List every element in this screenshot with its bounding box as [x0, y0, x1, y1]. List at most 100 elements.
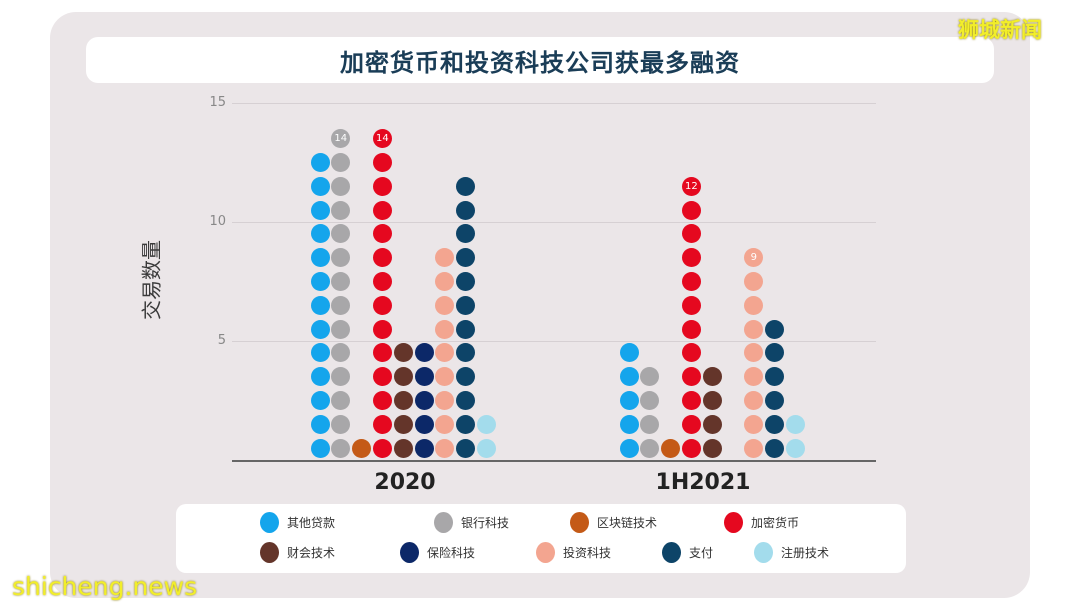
data-dot — [744, 438, 764, 458]
data-dot — [393, 390, 413, 410]
data-dot — [785, 414, 805, 434]
data-dot — [619, 367, 639, 387]
value-label: 14 — [334, 133, 348, 145]
x-axis — [232, 460, 876, 462]
data-dot — [435, 343, 455, 363]
data-dot — [331, 343, 351, 363]
gridline — [232, 222, 876, 223]
title-box: 加密货币和投资科技公司获最多融资 — [86, 37, 994, 83]
data-dot — [456, 438, 476, 458]
data-dot — [456, 319, 476, 339]
data-dot — [681, 319, 701, 339]
data-dot — [372, 200, 392, 220]
data-dot — [372, 414, 392, 434]
legend-item: 注册技术 — [754, 542, 829, 563]
data-dot — [310, 438, 330, 458]
data-dot — [435, 319, 455, 339]
data-dot — [352, 438, 372, 458]
data-dot — [331, 152, 351, 172]
data-dot — [744, 295, 764, 315]
data-dot — [619, 390, 639, 410]
legend-label: 投资科技 — [563, 546, 612, 560]
data-dot — [372, 390, 392, 410]
data-dot — [619, 414, 639, 434]
data-dot — [331, 248, 351, 268]
data-dot — [331, 224, 351, 244]
x-category-1h2021: 1H2021 — [655, 470, 751, 495]
data-dot — [785, 438, 805, 458]
data-dot: 14 — [372, 129, 392, 149]
legend-label: 保险科技 — [427, 546, 476, 560]
data-dot — [744, 319, 764, 339]
data-dot — [372, 295, 392, 315]
data-dot — [310, 176, 330, 196]
data-dot — [681, 390, 701, 410]
data-dot — [702, 438, 722, 458]
data-dot — [681, 414, 701, 434]
data-dot — [310, 414, 330, 434]
legend-item: 财会技术 — [260, 542, 335, 563]
data-dot — [456, 295, 476, 315]
data-dot — [393, 367, 413, 387]
data-dot — [372, 367, 392, 387]
data-dot: 9 — [744, 248, 764, 268]
data-dot — [765, 414, 785, 434]
data-dot — [456, 390, 476, 410]
data-dot — [744, 271, 764, 291]
data-dot — [619, 343, 639, 363]
data-dot — [310, 319, 330, 339]
gridline — [232, 103, 876, 104]
data-dot: 12 — [681, 176, 701, 196]
legend-swatch-icon — [434, 512, 453, 533]
data-dot — [331, 176, 351, 196]
data-dot — [476, 414, 496, 434]
legend-item: 区块链技术 — [570, 512, 657, 533]
data-dot — [435, 248, 455, 268]
data-dot — [310, 200, 330, 220]
data-dot — [456, 271, 476, 291]
data-dot — [681, 200, 701, 220]
legend-item: 银行科技 — [434, 512, 509, 533]
data-dot — [435, 295, 455, 315]
data-dot — [331, 414, 351, 434]
data-dot — [372, 152, 392, 172]
data-dot — [435, 390, 455, 410]
gridline — [232, 341, 876, 342]
data-dot — [456, 367, 476, 387]
data-dot — [456, 414, 476, 434]
data-dot — [310, 295, 330, 315]
legend-item: 其他贷款 — [260, 512, 335, 533]
data-dot — [744, 414, 764, 434]
data-dot — [702, 390, 722, 410]
legend-label: 支付 — [689, 546, 714, 560]
data-dot — [765, 319, 785, 339]
data-dot — [414, 438, 434, 458]
data-dot — [310, 367, 330, 387]
data-dot: 14 — [331, 129, 351, 149]
legend-swatch-icon — [754, 542, 773, 563]
data-dot — [331, 271, 351, 291]
x-category-2020: 2020 — [374, 470, 436, 495]
data-dot — [331, 319, 351, 339]
data-dot — [372, 248, 392, 268]
data-dot — [661, 438, 681, 458]
value-label: 9 — [750, 252, 757, 264]
data-dot — [681, 224, 701, 244]
y-tick-label: 5 — [217, 333, 226, 348]
data-dot — [310, 224, 330, 244]
y-tick-label: 10 — [209, 214, 226, 229]
legend-swatch-icon — [400, 542, 419, 563]
data-dot — [310, 343, 330, 363]
data-dot — [640, 367, 660, 387]
value-label: 12 — [685, 180, 698, 192]
data-dot — [456, 248, 476, 268]
data-dot — [456, 343, 476, 363]
data-dot — [681, 438, 701, 458]
data-dot — [744, 343, 764, 363]
data-dot — [435, 438, 455, 458]
data-dot — [435, 271, 455, 291]
data-dot — [765, 390, 785, 410]
legend-label: 注册技术 — [781, 546, 830, 560]
legend-swatch-icon — [260, 542, 279, 563]
legend-item: 保险科技 — [400, 542, 475, 563]
